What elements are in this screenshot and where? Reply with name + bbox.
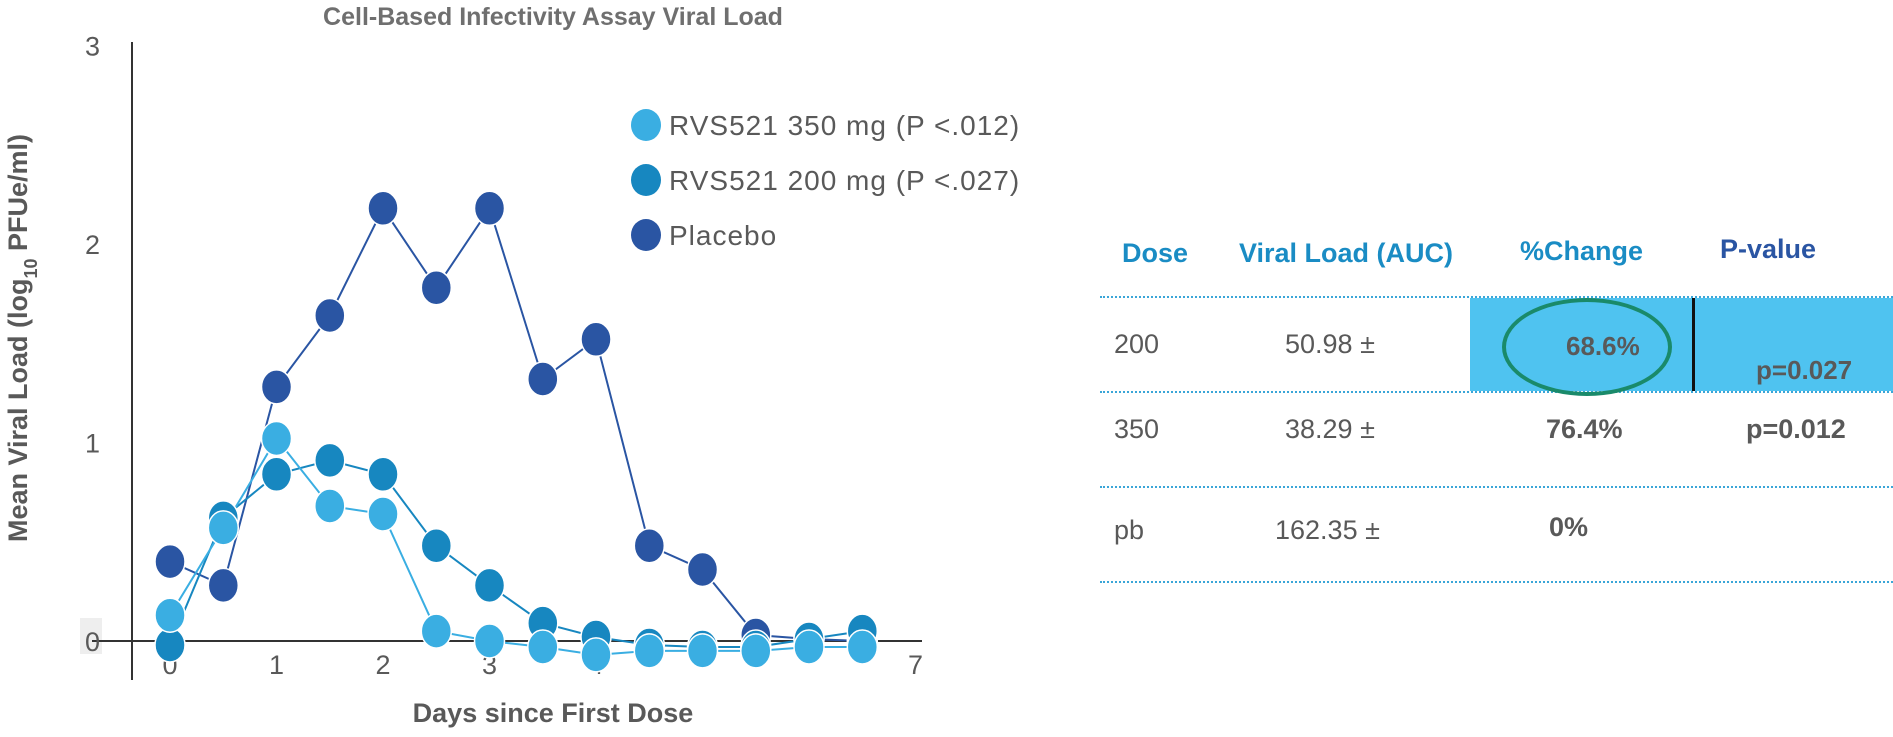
- change-cell: 76.4%: [1546, 414, 1623, 444]
- data-point: [473, 190, 506, 227]
- table-header-row: Dose Viral Load (AUC) %Change P-value: [1100, 226, 1893, 298]
- data-point: [686, 633, 719, 669]
- results-table: Dose Viral Load (AUC) %Change P-value 20…: [1100, 226, 1893, 583]
- data-point: [314, 488, 346, 524]
- data-point: [527, 629, 559, 665]
- legend-label: Placebo: [669, 220, 777, 251]
- y-tick-label: 2: [85, 230, 100, 260]
- legend-marker: [631, 219, 661, 251]
- dose-cell: 200: [1114, 329, 1160, 359]
- data-point: [367, 496, 399, 532]
- data-point: [367, 190, 399, 227]
- table-row-200: 200 50.98 ± 68.6% p=0.027: [1100, 298, 1893, 396]
- data-point: [793, 629, 825, 665]
- y-axis-label: Mean Viral Load (log10 PFUe/ml): [3, 134, 41, 542]
- x-axis-label: Days since First Dose: [413, 698, 694, 728]
- data-point: [473, 623, 506, 659]
- table-row-350: 350 38.29 ± 76.4% p=0.012: [1100, 393, 1893, 488]
- data-point: [420, 613, 453, 649]
- legend-label: RVS521 350 mg (P <.012): [669, 110, 1020, 141]
- y-tick-labels: 0 1 2 3: [85, 32, 100, 658]
- legend-marker: [631, 109, 661, 141]
- data-point: [154, 543, 186, 580]
- legend-label: RVS521 200 mg (P <.027): [669, 165, 1020, 196]
- auc-cell: 162.35 ±: [1275, 515, 1380, 545]
- data-point: [207, 510, 240, 546]
- header-pvalue: P-value: [1720, 234, 1817, 264]
- chart-title: Cell-Based Infectivity Assay Viral Load: [323, 3, 783, 31]
- header-change: %Change: [1520, 236, 1644, 266]
- data-point: [740, 633, 772, 669]
- chart-legend: RVS521 350 mg (P <.012) RVS521 200 mg (P …: [631, 109, 1020, 251]
- data-point: [527, 361, 559, 397]
- y-tick-label: 1: [85, 429, 100, 459]
- data-point: [314, 442, 346, 479]
- change-cell: 68.6%: [1566, 331, 1640, 361]
- header-dose: Dose: [1122, 238, 1189, 268]
- x-tick-label: 1: [269, 650, 284, 680]
- auc-cell: 50.98 ±: [1285, 329, 1375, 359]
- data-point: [846, 629, 879, 665]
- data-point: [260, 456, 293, 493]
- data-point: [154, 627, 186, 663]
- header-viral-load: Viral Load (AUC): [1239, 238, 1454, 268]
- data-point: [633, 633, 666, 669]
- pvalue-cell: p=0.027: [1756, 355, 1853, 385]
- auc-cell: 38.29 ±: [1285, 414, 1375, 444]
- data-point: [260, 420, 293, 457]
- dose-cell: pb: [1114, 515, 1145, 545]
- viral-load-chart: Cell-Based Infectivity Assay Viral Load …: [3, 3, 1020, 728]
- data-point: [420, 269, 453, 306]
- data-point: [207, 567, 240, 604]
- table-row-pb: pb 162.35 ± 0%: [1100, 488, 1893, 583]
- data-point: [473, 567, 506, 604]
- y-tick-label: 0: [85, 627, 100, 657]
- data-point: [314, 297, 346, 334]
- highlight-divider: [1692, 298, 1695, 391]
- x-tick-label: 7: [908, 650, 923, 680]
- data-point: [633, 527, 666, 564]
- data-point: [580, 637, 612, 673]
- dose-cell: 350: [1114, 414, 1160, 444]
- data-point: [260, 369, 293, 405]
- series-layer: [154, 190, 879, 673]
- x-tick-label: 2: [375, 650, 390, 680]
- data-point: [580, 321, 612, 358]
- legend-marker: [631, 164, 661, 196]
- highlight-ellipse: [1502, 298, 1672, 396]
- data-point: [367, 456, 399, 493]
- zero-tick-shade: [80, 618, 102, 654]
- data-point: [154, 597, 186, 633]
- data-point: [420, 527, 453, 564]
- data-point: [686, 551, 719, 588]
- y-tick-label: 3: [85, 32, 100, 62]
- pvalue-cell: p=0.012: [1746, 414, 1846, 444]
- change-cell: 0%: [1549, 512, 1589, 542]
